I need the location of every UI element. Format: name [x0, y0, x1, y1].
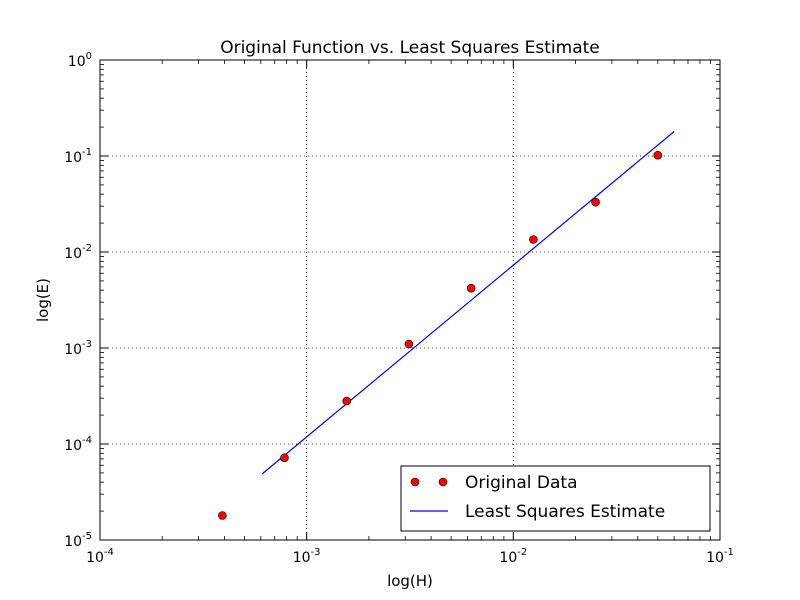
x-tick-label: 10-1	[706, 547, 734, 566]
least-squares-line	[261, 131, 675, 475]
y-axis-label: log(E)	[34, 278, 52, 322]
data-point	[653, 150, 663, 160]
axis-ticks	[99, 59, 721, 541]
x-tick-label: 10-3	[293, 547, 321, 566]
grid-lines	[100, 60, 720, 540]
chart-title: Original Function vs. Least Squares Esti…	[220, 38, 600, 58]
plot-area	[100, 60, 720, 540]
data-point	[404, 339, 414, 349]
legend: Original Data Least Squares Estimate	[400, 465, 711, 532]
legend-marker-right	[438, 477, 448, 487]
x-tick-label: 10-2	[499, 547, 527, 566]
data-point	[529, 235, 538, 244]
y-tick-labels: 10-5 10-4 10-3 10-2 10-1 100	[64, 51, 92, 550]
data-point	[218, 511, 227, 520]
legend-label-least-squares: Least Squares Estimate	[465, 502, 665, 522]
y-tick-label: 10-5	[64, 531, 92, 550]
x-tick-labels: 10-4 10-3 10-2 10-1	[86, 547, 734, 566]
x-tick-label: 10-4	[86, 547, 114, 566]
y-tick-label: 10-1	[64, 147, 92, 166]
data-markers	[218, 150, 663, 520]
fit-line-layer	[261, 131, 675, 475]
y-tick-label: 10-4	[64, 435, 92, 454]
legend-label-original-data: Original Data	[465, 473, 578, 493]
y-tick-label: 10-2	[64, 243, 92, 262]
legend-box	[400, 465, 711, 532]
plot-frame	[99, 59, 721, 541]
x-axis-label: log(H)	[387, 572, 433, 590]
y-tick-label: 10-3	[64, 339, 92, 358]
data-point	[342, 396, 352, 406]
data-point	[466, 283, 476, 293]
legend-marker-left	[410, 477, 420, 487]
data-point	[280, 453, 289, 462]
data-point	[591, 197, 600, 207]
y-tick-label: 100	[68, 51, 92, 70]
